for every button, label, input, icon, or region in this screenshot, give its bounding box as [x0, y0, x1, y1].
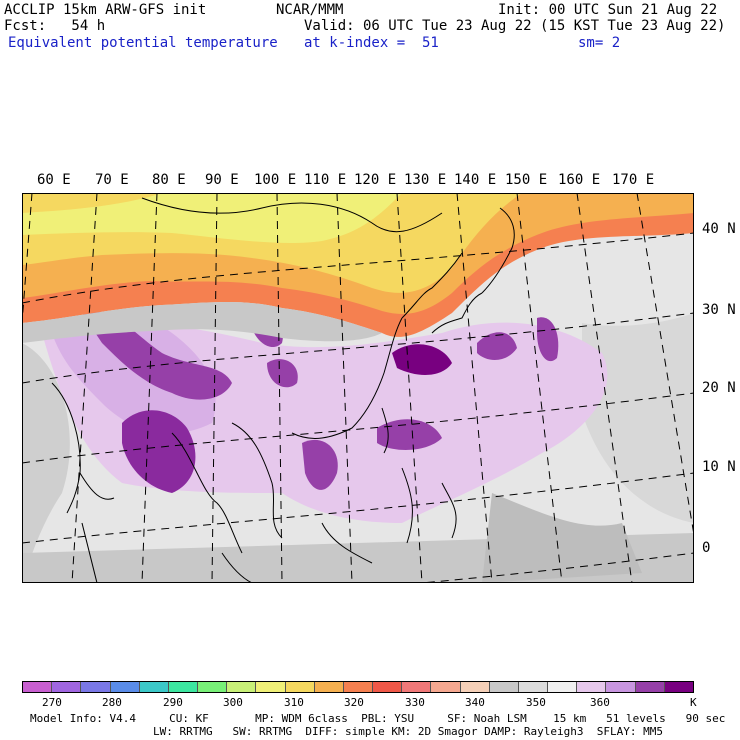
colorbar-swatch — [489, 682, 519, 692]
colorbar-label: 300 — [223, 696, 243, 709]
physics-info: LW: RRTMG SW: RRTMG DIFF: simple KM: 2D … — [153, 725, 663, 738]
warm-region — [22, 193, 162, 213]
colorbar-swatch — [110, 682, 140, 692]
colorbar-swatch — [285, 682, 315, 692]
colorbar-label: 270 — [42, 696, 62, 709]
colorbar-swatch — [52, 682, 82, 692]
lon-label: 90 E — [205, 172, 239, 188]
colorbar-label: 280 — [102, 696, 122, 709]
purple-region — [302, 439, 338, 490]
colorbar-swatch — [139, 682, 169, 692]
lon-label: 160 E — [558, 172, 601, 188]
colorbar-label: 340 — [465, 696, 485, 709]
colorbar-swatch — [373, 682, 403, 692]
lat-label: 30 N — [702, 302, 736, 318]
gray-region — [22, 343, 70, 583]
colorbar-swatch — [460, 682, 490, 692]
colorbar-label: 330 — [405, 696, 425, 709]
colorbar-swatch — [256, 682, 286, 692]
lat-label: 10 N — [702, 459, 736, 475]
colorbar-swatch — [548, 682, 578, 692]
purple-region — [267, 359, 298, 388]
colorbar-swatch — [314, 682, 344, 692]
lon-label: 70 E — [95, 172, 129, 188]
lon-label: 140 E — [454, 172, 497, 188]
lon-label: 120 E — [354, 172, 397, 188]
map-frame — [22, 193, 694, 583]
colorbar-unit: K — [690, 696, 697, 709]
purple-region — [82, 311, 232, 400]
colorbar-label: 350 — [526, 696, 546, 709]
lat-label: 40 N — [702, 221, 736, 237]
init-time: Init: 00 UTC Sun 21 Aug 22 — [498, 2, 718, 18]
lat-label: 0 — [702, 540, 711, 556]
colorbar-swatch — [168, 682, 199, 692]
colorbar-swatch — [23, 682, 53, 692]
colorbar-swatch — [518, 682, 549, 692]
colorbar — [22, 681, 694, 693]
center-title: NCAR/MMM — [276, 2, 344, 18]
theta-e-map — [22, 193, 694, 583]
forecast-hour: Fcst: 54 h — [4, 18, 106, 34]
purple-region — [477, 332, 517, 360]
colorbar-label: 320 — [344, 696, 364, 709]
colorbar-swatch — [577, 682, 607, 692]
coastlines — [51, 197, 515, 583]
colorbar-swatch — [606, 682, 636, 692]
purple-region — [377, 419, 442, 450]
lon-label: 110 E — [304, 172, 347, 188]
colorbar-swatch — [227, 682, 257, 692]
graticule — [22, 193, 694, 583]
model-info: Model Info: V4.4 CU: KF MP: WDM 6class P… — [30, 712, 726, 725]
purple-region — [537, 317, 559, 362]
colorbar-swatch — [664, 682, 693, 692]
warm-region — [22, 193, 402, 243]
lat-label: 20 N — [702, 380, 736, 396]
valid-time: Valid: 06 UTC Tue 23 Aug 22 (15 KST Tue … — [304, 18, 726, 34]
lon-label: 130 E — [404, 172, 447, 188]
level-index: at k-index = 51 — [304, 35, 439, 51]
lon-label: 100 E — [254, 172, 297, 188]
lon-label: 150 E — [505, 172, 548, 188]
lon-label: 80 E — [152, 172, 186, 188]
colorbar-swatch — [635, 682, 665, 692]
lavender-region — [52, 314, 216, 434]
field-name: Equivalent potential temperature — [8, 35, 278, 51]
gray-region — [482, 493, 642, 583]
colorbar-swatch — [343, 682, 374, 692]
model-title: ACCLIP 15km ARW-GFS init — [4, 2, 207, 18]
colorbar-swatch — [198, 682, 228, 692]
colorbar-label: 360 — [590, 696, 610, 709]
colorbar-label: 290 — [163, 696, 183, 709]
lon-label: 60 E — [37, 172, 71, 188]
colorbar-swatch — [402, 682, 432, 692]
colorbar-swatch — [431, 682, 461, 692]
lon-label: 170 E — [612, 172, 655, 188]
gray-region — [22, 301, 382, 343]
smoothing: sm= 2 — [578, 35, 621, 51]
colorbar-label: 310 — [284, 696, 304, 709]
purple-region — [122, 410, 196, 493]
colorbar-swatch — [81, 682, 111, 692]
